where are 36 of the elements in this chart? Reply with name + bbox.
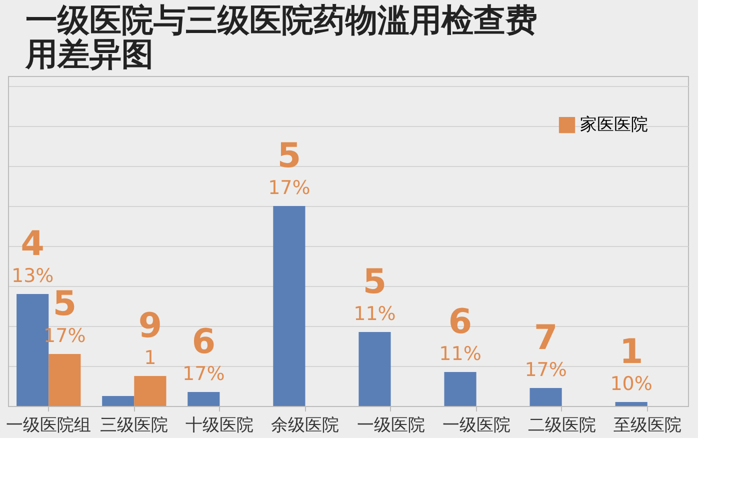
annotation: 5: [277, 136, 302, 176]
x-tick-label: 一级医院: [356, 416, 425, 436]
annotation: 6: [192, 322, 216, 362]
bar: [358, 332, 391, 406]
annotation: 1: [144, 347, 156, 369]
legend-label: 家医医院: [580, 115, 648, 135]
annotation: 11%: [439, 343, 482, 365]
annotation: 17%: [182, 363, 225, 385]
bar: [615, 402, 648, 406]
annotation: 5: [52, 284, 77, 324]
bar: [48, 354, 81, 406]
x-tick-label: 十级医院: [186, 416, 254, 436]
bar: [273, 206, 306, 406]
annotation: 17%: [524, 359, 567, 381]
bar: [188, 392, 220, 406]
bar: [530, 388, 562, 406]
bar: [102, 396, 134, 406]
chart-title: 一级医院与三级医院药物滥用检查费用差异图: [24, 1, 538, 73]
bar: [134, 376, 166, 406]
annotation: 7: [534, 318, 558, 358]
x-tick-label: 余级医院: [271, 416, 340, 436]
x-tick-label: 二级医院: [528, 416, 596, 436]
annotation: 1: [619, 332, 644, 372]
x-tick-label: 一级医院: [442, 416, 510, 436]
x-tick-label: 一级医院组: [6, 416, 92, 436]
annotation: 4: [20, 224, 44, 264]
annotation: 6: [448, 302, 472, 342]
annotation: 13%: [11, 265, 54, 287]
x-tick-label: 至级医院: [613, 416, 682, 436]
annotation: 9: [138, 306, 162, 346]
bar: [444, 372, 476, 406]
annotation: 17%: [268, 177, 310, 199]
annotation: 11%: [354, 303, 396, 325]
x-tick-label: 三级医院: [100, 416, 168, 436]
annotation: 5: [362, 262, 387, 302]
annotation: 10%: [610, 373, 652, 395]
